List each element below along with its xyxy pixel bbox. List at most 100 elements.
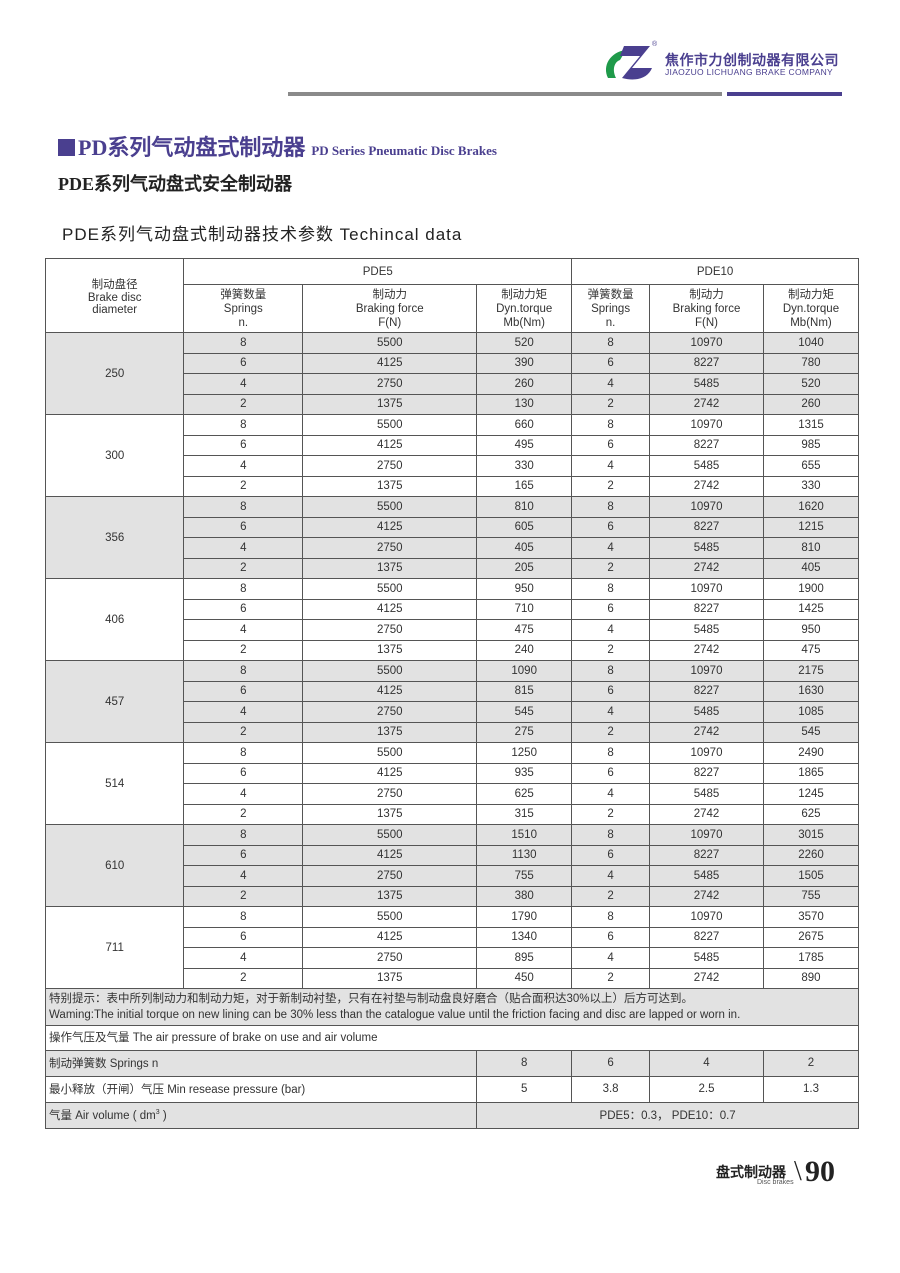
disc-diameter-cell: 514 — [44, 742, 185, 825]
header-rule-gray — [288, 92, 722, 96]
data-cell: 8227 — [649, 434, 764, 456]
disc-diameter-cell: 711 — [44, 906, 185, 989]
disc-diameter-cell: 250 — [44, 332, 185, 415]
data-cell: 8 — [571, 824, 651, 846]
table-row: 610 8 5500 1510 8 10970 3015 — [44, 824, 860, 907]
data-cell: 2 — [183, 885, 304, 907]
data-cell: 605 — [476, 516, 573, 538]
data-cell: 405 — [762, 557, 860, 579]
table-row: 6 4125 1130 6 8227 2260 — [46, 844, 860, 866]
data-cell: 2750 — [302, 455, 478, 477]
table-row: 406 8 5500 950 8 10970 1900 — [44, 578, 860, 661]
data-cell: 2742 — [649, 885, 764, 907]
data-cell: 2750 — [302, 783, 478, 805]
data-cell: 6 — [571, 352, 651, 374]
data-cell: 2742 — [649, 721, 764, 743]
data-cell: 950 — [762, 619, 860, 641]
data-cell: 1620 — [762, 496, 860, 518]
data-cell: 8 — [183, 578, 304, 600]
data-cell: 4125 — [302, 680, 478, 702]
data-cell: 1315 — [762, 414, 860, 436]
data-cell: 5500 — [302, 496, 478, 518]
pressure-value: 5 — [476, 1075, 573, 1103]
data-cell: 1510 — [476, 824, 573, 846]
data-cell: 4125 — [302, 844, 478, 866]
data-cell: 6 — [183, 516, 304, 538]
data-cell: 4 — [571, 701, 651, 723]
disc-diameter-cell: 457 — [44, 660, 185, 743]
data-cell: 1375 — [302, 393, 478, 415]
data-cell: 4 — [571, 537, 651, 559]
data-cell: 5500 — [302, 742, 478, 764]
data-cell: 2 — [571, 393, 651, 415]
data-cell: 2742 — [649, 475, 764, 497]
data-cell: 2742 — [649, 967, 764, 989]
data-cell: 1865 — [762, 762, 860, 784]
data-cell: 8 — [183, 906, 304, 928]
data-cell: 1215 — [762, 516, 860, 538]
data-cell: 2742 — [649, 393, 764, 415]
data-cell: 4 — [183, 537, 304, 559]
data-cell: 6 — [183, 926, 304, 948]
data-cell: 755 — [762, 885, 860, 907]
springs-value: 4 — [649, 1049, 764, 1077]
table-row: 2 1375 315 2 2742 625 — [46, 803, 860, 825]
data-cell: 8 — [571, 742, 651, 764]
data-cell: 8 — [183, 414, 304, 436]
data-cell: 6 — [183, 352, 304, 374]
technical-data-table: 制动盘径 Brake disc diameter PDE5 PDE10 弹簧数量 Sprin… — [44, 258, 860, 1129]
air-title-row: 操作气压及气量 The air pressure of brake on use… — [45, 1025, 859, 1051]
data-cell: 2 — [571, 639, 651, 661]
data-cell: 8227 — [649, 844, 764, 866]
data-cell: 5485 — [649, 947, 764, 969]
data-cell: 5485 — [649, 455, 764, 477]
data-cell: 260 — [476, 373, 573, 395]
title-cn: PD系列气动盘式制动器 — [78, 135, 306, 160]
data-cell: 6 — [571, 598, 651, 620]
data-cell: 2750 — [302, 537, 478, 559]
data-cell: 4 — [183, 619, 304, 641]
data-cell: 10970 — [649, 578, 764, 600]
table-row: 2 1375 130 2 2742 260 — [46, 393, 860, 415]
data-cell: 520 — [762, 373, 860, 395]
warning-note: 特别提示：表中所列制动力和制动力矩，对于新制动衬垫，只有在衬垫与制动盘良好磨合（… — [45, 988, 859, 1026]
footer-category-en: Disc brakes — [757, 1179, 794, 1186]
page-title: PD系列气动盘式制动器 PD Series Pneumatic Disc Brak… — [58, 130, 497, 162]
data-cell: 1375 — [302, 803, 478, 825]
data-cell: 6 — [183, 844, 304, 866]
header-rule-purple — [727, 92, 842, 96]
table-row: 4 2750 330 4 5485 655 — [46, 455, 860, 477]
data-cell: 8227 — [649, 680, 764, 702]
data-cell: 655 — [762, 455, 860, 477]
data-cell: 130 — [476, 393, 573, 415]
table-row: 6 4125 390 6 8227 780 — [46, 352, 860, 374]
data-cell: 2742 — [649, 639, 764, 661]
data-cell: 2 — [571, 721, 651, 743]
data-cell: 6 — [183, 434, 304, 456]
data-cell: 1250 — [476, 742, 573, 764]
data-cell: 2750 — [302, 947, 478, 969]
data-cell: 6 — [571, 844, 651, 866]
data-cell: 895 — [476, 947, 573, 969]
data-cell: 4125 — [302, 762, 478, 784]
title-en: PD Series Pneumatic Disc Brakes — [311, 143, 497, 158]
data-cell: 545 — [762, 721, 860, 743]
column-header: 弹簧数量 Springs n. — [183, 284, 304, 333]
data-cell: 4 — [571, 619, 651, 641]
data-cell: 5485 — [649, 783, 764, 805]
data-cell: 5485 — [649, 373, 764, 395]
data-cell: 4 — [571, 947, 651, 969]
data-cell: 8 — [183, 660, 304, 682]
data-cell: 4125 — [302, 352, 478, 374]
data-cell: 6 — [571, 434, 651, 456]
data-cell: 6 — [571, 926, 651, 948]
data-cell: 8 — [571, 414, 651, 436]
data-cell: 330 — [762, 475, 860, 497]
data-cell: 3015 — [762, 824, 860, 846]
data-cell: 8227 — [649, 516, 764, 538]
data-cell: 1040 — [762, 332, 860, 354]
data-cell: 810 — [476, 496, 573, 518]
data-cell: 10970 — [649, 742, 764, 764]
data-cell: 390 — [476, 352, 573, 374]
data-cell: 450 — [476, 967, 573, 989]
